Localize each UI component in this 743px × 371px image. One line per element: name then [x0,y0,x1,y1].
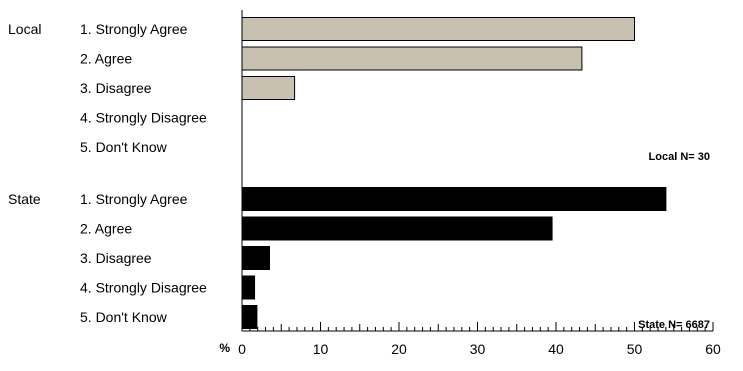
x-tick-label: 30 [470,341,486,357]
category-label: 3. Disagree [80,250,152,266]
chart-groups: Local 1. Strongly Agree 2. Agree 3. Disagre… [8,17,710,331]
bar-local-3 [241,76,296,100]
bar-state-4 [241,275,256,300]
category-label: 1. Strongly Agree [80,191,188,207]
bar-local-1 [241,17,635,41]
bar-state-2 [241,216,553,241]
category-label: 4. Strongly Disagree [80,280,207,296]
x-tick-label: 50 [627,341,643,357]
bar-local-2 [241,46,583,71]
category-label: 3. Disagree [80,80,152,96]
x-tick-label: 20 [391,341,407,357]
bar-state-3 [241,246,270,270]
bar-state-5 [241,305,258,329]
x-axis-unit-label: % [219,341,230,355]
category-label: 2. Agree [80,51,132,67]
x-tick-label: 0 [238,341,246,357]
series-group-state: State 1. Strongly Agree 2. Agree 3. Disagre… [8,187,710,331]
category-label: 1. Strongly Agree [80,21,188,37]
series-group-local: Local 1. Strongly Agree 2. Agree 3. Disagre… [8,17,710,163]
category-label: 4. Strongly Disagree [80,110,207,126]
sample-size-label-local: Local N= 30 [649,151,710,163]
group-label-local: Local [8,21,41,37]
group-label-state: State [8,191,41,207]
x-tick-label: 40 [548,341,564,357]
category-label: 5. Don't Know [80,139,168,155]
category-label: 2. Agree [80,221,132,237]
bar-state-1 [241,187,667,211]
x-axis-ticks: 0 10 20 30 40 50 60 [238,322,721,357]
x-tick-label: 60 [705,341,721,357]
x-tick-label: 10 [313,341,329,357]
category-label: 5. Don't Know [80,309,168,325]
